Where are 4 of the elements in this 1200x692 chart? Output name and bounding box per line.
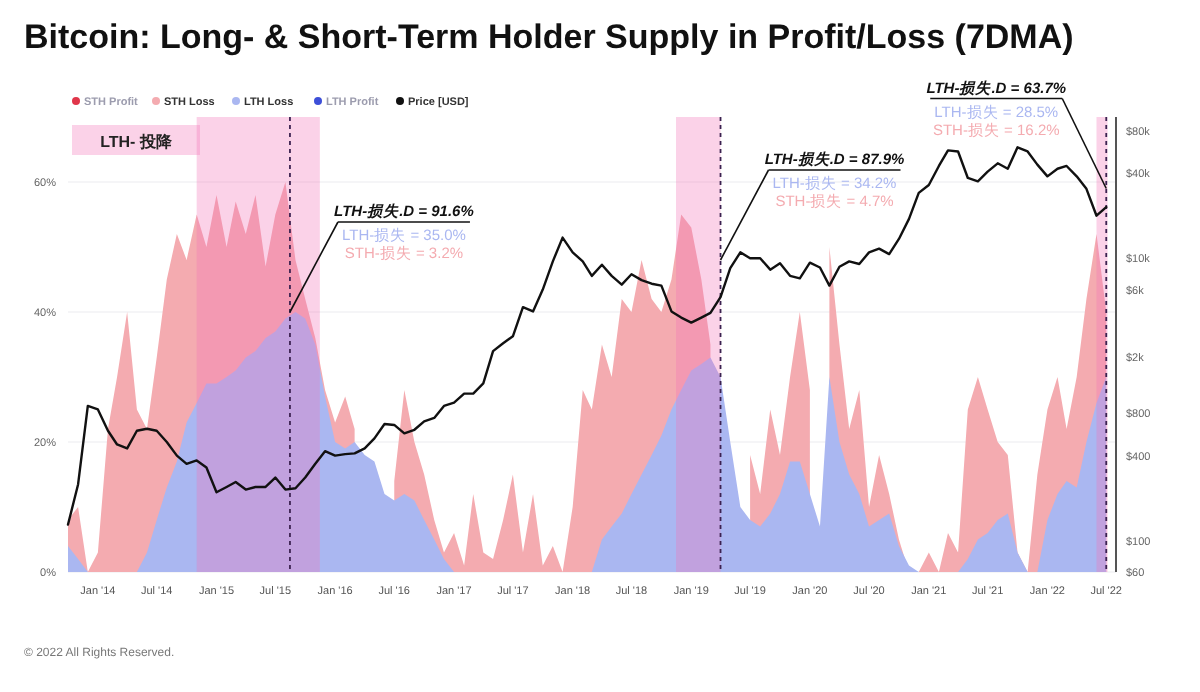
line-series xyxy=(66,146,1108,526)
label-box: LTH- 投降 xyxy=(72,125,200,155)
band-label: LTH- 投降 xyxy=(100,133,174,151)
chart-title: Bitcoin: Long- & Short-Term Holder Supply in Profit/Loss (7DMA) xyxy=(24,18,1074,56)
